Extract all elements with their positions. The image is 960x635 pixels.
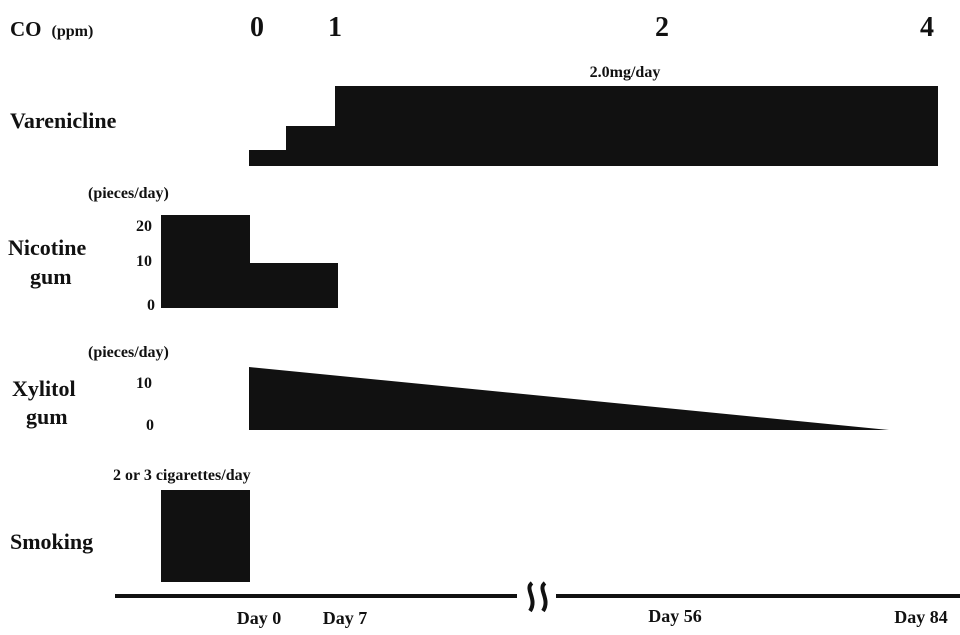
smoking-note: 2 or 3 cigarettes/day <box>113 467 251 484</box>
nicotine-tick-10: 10 <box>136 253 152 270</box>
co-unit: (ppm) <box>52 23 94 40</box>
varenicline-label: Varenicline <box>10 108 117 133</box>
xylitol-tick-10: 10 <box>136 375 152 392</box>
xylitol-label-line1: Xylitol <box>12 376 76 401</box>
co-value-day7: 1 <box>328 12 342 43</box>
nicotine-gum-low-dose-bar <box>250 263 338 308</box>
day-label-56: Day 56 <box>648 606 702 626</box>
svg-text:CO (ppm): CO (ppm) <box>10 17 93 41</box>
nicotine-gum-high-dose-bar <box>161 215 250 308</box>
smoking-label: Smoking <box>10 529 93 554</box>
nicotine-label-line1: Nicotine <box>8 235 86 260</box>
xylitol-gum-taper <box>249 367 889 430</box>
co-value-day84: 4 <box>920 12 934 43</box>
nicotine-label-line2: gum <box>30 264 72 289</box>
co-label: CO <box>10 17 42 41</box>
co-value-day0: 0 <box>250 12 264 43</box>
smoking-bar <box>161 490 250 582</box>
nicotine-unit: (pieces/day) <box>88 185 169 202</box>
co-value-day56: 2 <box>655 12 669 43</box>
varenicline-dose-steps <box>249 86 938 166</box>
varenicline-dose-label: 2.0mg/day <box>590 64 661 81</box>
xylitol-tick-0: 0 <box>146 417 154 434</box>
day-label-7: Day 7 <box>323 608 368 628</box>
axis-break-icon <box>527 581 548 613</box>
xylitol-label-line2: gum <box>26 404 68 429</box>
nicotine-tick-20: 20 <box>136 218 152 235</box>
day-label-84: Day 84 <box>894 607 948 627</box>
xylitol-unit: (pieces/day) <box>88 344 169 361</box>
nicotine-tick-0: 0 <box>147 297 155 314</box>
day-label-0: Day 0 <box>237 608 282 628</box>
